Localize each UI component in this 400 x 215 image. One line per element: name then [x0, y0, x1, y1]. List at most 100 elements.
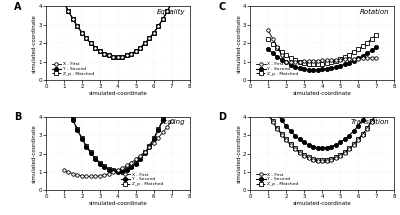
Y - Second: [134, 162, 138, 165]
Z_p - Matched: [270, 43, 275, 45]
X - First: [288, 144, 293, 146]
Y - Second: [84, 145, 89, 148]
X - First: [138, 154, 143, 157]
Y - Second: [338, 141, 342, 144]
Y - Second: [93, 158, 98, 160]
X - First: [369, 121, 374, 123]
Z_p - Matched: [351, 143, 356, 146]
Z_p - Matched: [62, 95, 66, 98]
X - First: [279, 134, 284, 136]
Z_p - Matched: [369, 120, 374, 122]
Y - Second: [165, 108, 170, 111]
Y - Second: [360, 55, 365, 57]
Z_p - Matched: [324, 62, 329, 64]
Line: Y - Second: Y - Second: [62, 95, 174, 174]
X - First: [284, 139, 288, 141]
X - First: [93, 46, 98, 49]
Y - Second: [62, 96, 66, 99]
X - First: [98, 175, 102, 177]
X - First: [165, 10, 170, 12]
X - First: [342, 58, 347, 61]
Z_p - Matched: [302, 154, 306, 156]
Z_p - Matched: [152, 31, 156, 34]
Y - Second: [342, 138, 347, 141]
Z_p - Matched: [374, 34, 378, 36]
Y - Second: [315, 146, 320, 149]
Z_p - Matched: [302, 62, 306, 65]
Line: Y - Second: Y - Second: [266, 45, 378, 72]
Line: Y - Second: Y - Second: [266, 96, 378, 150]
Z_p - Matched: [293, 147, 298, 150]
Y - Second: [88, 152, 93, 155]
X - First: [80, 175, 84, 177]
X - First: [62, 169, 66, 172]
Z_p - Matched: [297, 61, 302, 63]
X - First: [156, 25, 161, 28]
Z_p - Matched: [293, 59, 298, 62]
Y - Second: [116, 170, 120, 173]
Z_p - Matched: [152, 137, 156, 139]
X - First: [75, 25, 80, 28]
Z_p - Matched: [70, 118, 75, 121]
Y - Second: [293, 134, 298, 137]
Z_p - Matched: [80, 31, 84, 34]
Z_p - Matched: [342, 56, 347, 58]
Y - Second: [302, 141, 306, 144]
Y - Second: [147, 145, 152, 148]
Y - Second: [311, 145, 316, 148]
Text: Scaling: Scaling: [160, 119, 186, 125]
X - First: [333, 157, 338, 159]
Line: X - First: X - First: [62, 119, 174, 178]
Z_p - Matched: [315, 63, 320, 66]
Z_p - Matched: [284, 138, 288, 141]
Y - Second: [88, 42, 93, 45]
X - First: [351, 58, 356, 60]
X - First: [142, 150, 147, 153]
Y - Second: [156, 129, 161, 131]
Y - Second: [297, 67, 302, 69]
Y - Second: [270, 105, 275, 108]
Y - Second: [152, 31, 156, 34]
Y - Second: [80, 138, 84, 140]
Y - Second: [80, 31, 84, 34]
X - First: [147, 37, 152, 40]
Z_p - Matched: [142, 42, 147, 45]
Z_p - Matched: [360, 45, 365, 48]
X - First: [160, 18, 165, 20]
Y - Second: [288, 130, 293, 132]
Y - Second: [124, 169, 129, 171]
X - First: [66, 10, 71, 12]
Y-axis label: simulated-coordinate: simulated-coordinate: [236, 124, 241, 183]
Y - Second: [106, 54, 111, 57]
Z_p - Matched: [275, 47, 280, 49]
Z_p - Matched: [80, 137, 84, 139]
Z_p - Matched: [266, 112, 270, 115]
Z_p - Matched: [369, 38, 374, 40]
Z_p - Matched: [360, 133, 365, 135]
Z_p - Matched: [329, 61, 334, 63]
Legend: X - First, Y - Second, Z_p - Matched: X - First, Y - Second, Z_p - Matched: [51, 62, 95, 76]
Y-axis label: simulated-coordinate: simulated-coordinate: [236, 14, 241, 73]
Y - Second: [356, 57, 360, 60]
X - First: [347, 148, 352, 150]
Y - Second: [320, 147, 324, 149]
X - First: [62, 1, 66, 4]
Z_p - Matched: [320, 159, 324, 161]
Y-axis label: simulated-coordinate: simulated-coordinate: [32, 124, 37, 183]
Z_p - Matched: [374, 112, 378, 115]
Y - Second: [315, 68, 320, 71]
Y - Second: [306, 68, 311, 71]
Y - Second: [120, 55, 125, 58]
Z_p - Matched: [288, 143, 293, 146]
Z_p - Matched: [165, 10, 170, 12]
X - First: [106, 172, 111, 175]
X - First: [302, 154, 306, 157]
X - First: [134, 158, 138, 161]
X - First: [275, 46, 280, 48]
Y - Second: [66, 10, 71, 12]
Y - Second: [165, 10, 170, 12]
X - First: [338, 154, 342, 157]
Z_p - Matched: [333, 59, 338, 62]
X - First: [288, 61, 293, 63]
Z_p - Matched: [66, 10, 71, 12]
